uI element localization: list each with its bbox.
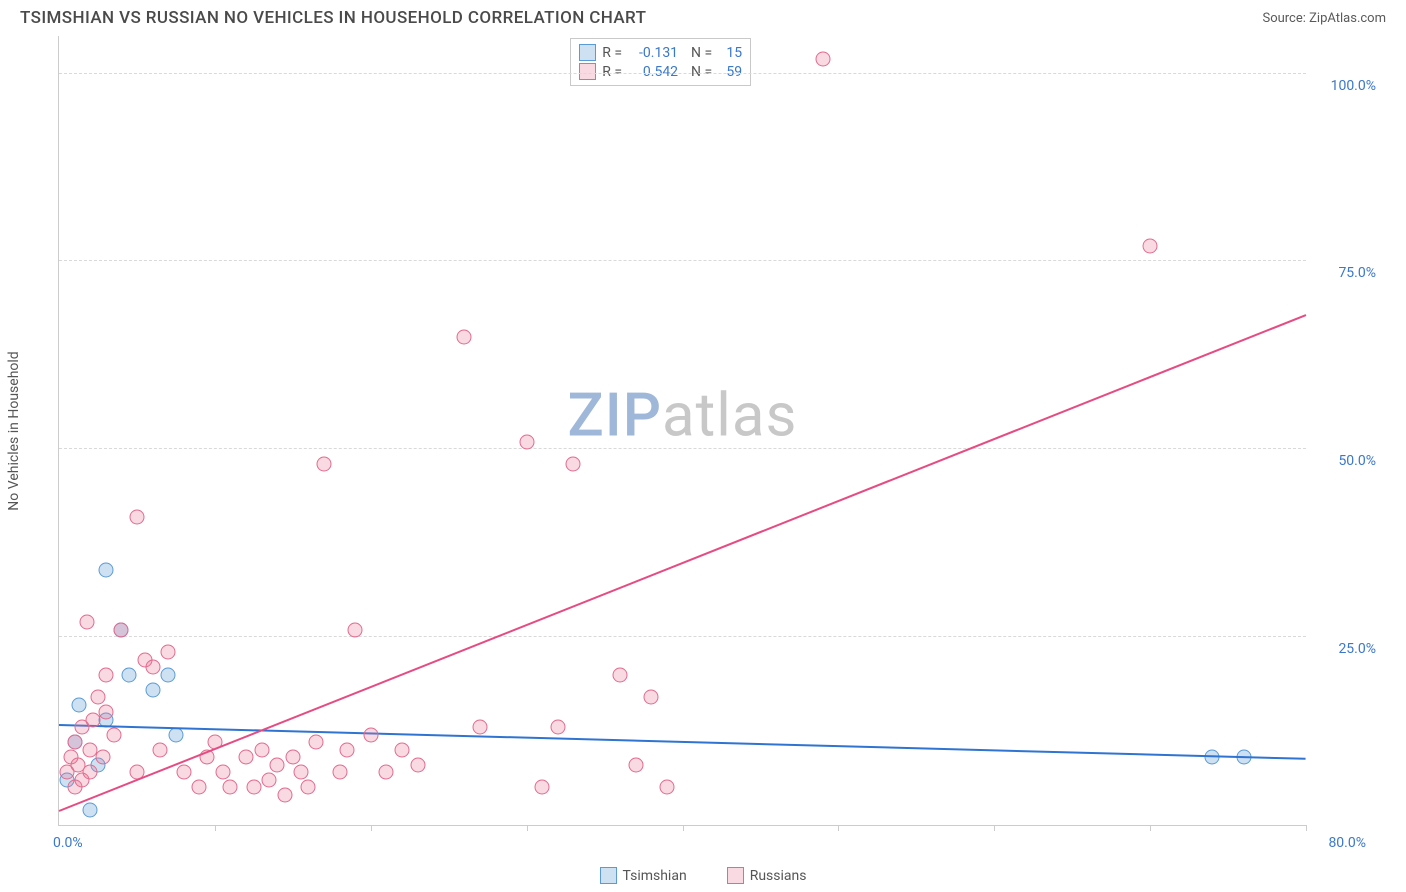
data-point: [285, 750, 300, 765]
y-tick-label: 50.0%: [1338, 453, 1376, 469]
data-point: [192, 780, 207, 795]
data-point: [72, 697, 87, 712]
source-attribution: Source: ZipAtlas.com: [1262, 11, 1386, 26]
legend-item: Tsimshian: [600, 867, 687, 884]
y-axis-label: No Vehicles in Household: [6, 351, 22, 510]
data-point: [83, 802, 98, 817]
data-point: [457, 329, 472, 344]
data-point: [815, 51, 830, 66]
data-point: [1143, 239, 1158, 254]
data-point: [379, 765, 394, 780]
legend-swatch: [579, 44, 596, 61]
data-point: [176, 765, 191, 780]
data-point: [472, 720, 487, 735]
data-point: [80, 615, 95, 630]
data-point: [262, 772, 277, 787]
x-tick: [1306, 825, 1307, 831]
legend-swatch: [727, 867, 744, 884]
data-point: [114, 622, 129, 637]
data-point: [145, 660, 160, 675]
data-point: [98, 562, 113, 577]
gridline: [59, 448, 1306, 449]
data-point: [410, 757, 425, 772]
stat-r-label: R =: [602, 45, 622, 61]
stat-n-value: 59: [718, 64, 742, 80]
chart-container: No Vehicles in Household ZIPatlas R =-0.…: [48, 36, 1386, 826]
stat-n-value: 15: [718, 45, 742, 61]
data-point: [106, 727, 121, 742]
legend-label: Russians: [750, 868, 807, 884]
legend-item: Russians: [727, 867, 807, 884]
legend-label: Tsimshian: [623, 868, 687, 884]
stat-r-value: 0.542: [628, 64, 678, 80]
stat-r-label: R =: [602, 64, 622, 80]
gridline: [59, 73, 1306, 74]
gridline: [59, 260, 1306, 261]
x-tick: [371, 825, 372, 831]
gridline: [59, 636, 1306, 637]
data-point: [519, 434, 534, 449]
data-point: [145, 682, 160, 697]
data-point: [270, 757, 285, 772]
data-point: [394, 742, 409, 757]
data-point: [168, 727, 183, 742]
stat-r-value: -0.131: [628, 45, 678, 61]
data-point: [278, 787, 293, 802]
data-point: [246, 780, 261, 795]
data-point: [161, 645, 176, 660]
data-point: [98, 705, 113, 720]
data-point: [363, 727, 378, 742]
y-tick-label: 75.0%: [1338, 265, 1376, 281]
series-legend: Tsimshian Russians: [0, 867, 1406, 884]
trend-line: [59, 314, 1307, 812]
x-tick: [683, 825, 684, 831]
plot-area: ZIPatlas R =-0.131 N =15R =0.542 N =59 2…: [58, 36, 1306, 826]
data-point: [223, 780, 238, 795]
legend-swatch: [579, 63, 596, 80]
data-point: [215, 765, 230, 780]
x-tick-label: 0.0%: [53, 835, 83, 851]
data-point: [332, 765, 347, 780]
data-point: [293, 765, 308, 780]
data-point: [628, 757, 643, 772]
watermark: ZIPatlas: [568, 379, 798, 450]
data-point: [98, 667, 113, 682]
chart-title: TSIMSHIAN VS RUSSIAN NO VEHICLES IN HOUS…: [20, 8, 646, 28]
x-tick-label: 80.0%: [1328, 835, 1366, 851]
x-tick: [527, 825, 528, 831]
stat-n-label: N =: [684, 45, 712, 61]
data-point: [67, 735, 82, 750]
stat-n-label: N =: [684, 64, 712, 80]
x-tick: [1150, 825, 1151, 831]
data-point: [301, 780, 316, 795]
correlation-legend: R = -0.131 N = 15 R = 0.542 N = 59: [570, 38, 751, 86]
data-point: [644, 690, 659, 705]
legend-row: R = -0.131 N = 15: [577, 43, 744, 62]
y-tick-label: 25.0%: [1338, 641, 1376, 657]
x-tick: [838, 825, 839, 831]
data-point: [239, 750, 254, 765]
data-point: [535, 780, 550, 795]
data-point: [659, 780, 674, 795]
data-point: [613, 667, 628, 682]
data-point: [254, 742, 269, 757]
data-point: [309, 735, 324, 750]
data-point: [153, 742, 168, 757]
data-point: [161, 667, 176, 682]
data-point: [316, 457, 331, 472]
data-point: [129, 509, 144, 524]
data-point: [95, 750, 110, 765]
data-point: [90, 690, 105, 705]
data-point: [550, 720, 565, 735]
data-point: [566, 457, 581, 472]
data-point: [122, 667, 137, 682]
data-point: [348, 622, 363, 637]
legend-row: R = 0.542 N = 59: [577, 62, 744, 81]
legend-swatch: [600, 867, 617, 884]
data-point: [83, 765, 98, 780]
data-point: [340, 742, 355, 757]
y-tick-label: 100.0%: [1331, 78, 1376, 94]
x-tick: [994, 825, 995, 831]
x-tick: [215, 825, 216, 831]
